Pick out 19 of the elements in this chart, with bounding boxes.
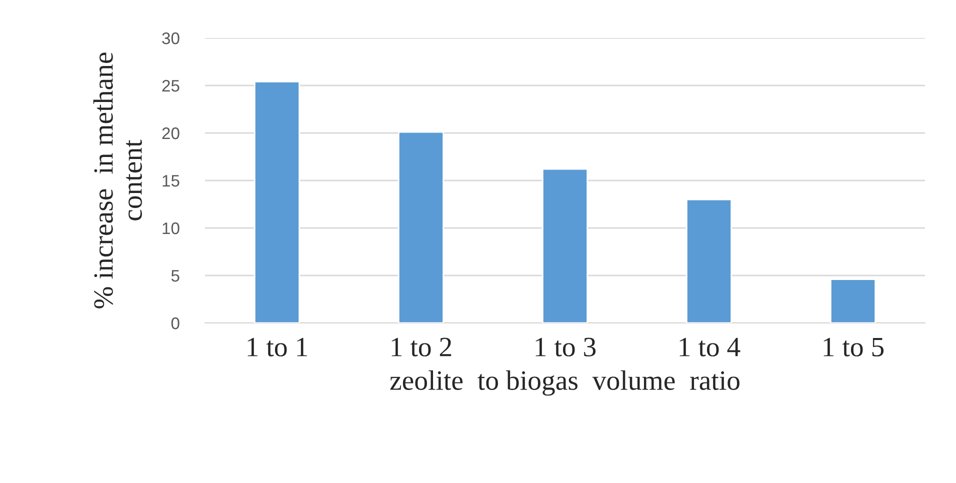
y-axis-title: % increase in methane content xyxy=(93,52,142,308)
bar xyxy=(830,278,876,323)
x-tick-label: 1 to 4 xyxy=(680,338,740,356)
y-tick-label: 10 xyxy=(162,222,180,234)
y-tick-label: 30 xyxy=(162,32,180,44)
y-tick-label: 5 xyxy=(171,270,180,282)
bar xyxy=(398,131,444,323)
y-tick-label: 25 xyxy=(162,80,180,92)
y-tick-label: 15 xyxy=(162,175,180,187)
y-tick-label: 20 xyxy=(162,127,180,140)
bar xyxy=(254,81,300,323)
x-tick-label: 1 to 3 xyxy=(536,338,596,356)
x-tick-label: 1 to 1 xyxy=(248,338,307,356)
x-tick-label: 1 to 5 xyxy=(824,338,884,356)
x-axis-title: zeolite to biogas volume ratio xyxy=(390,370,740,396)
bar xyxy=(686,198,732,323)
x-tick-label: 1 to 2 xyxy=(392,338,452,356)
y-tick-label: 0 xyxy=(171,317,180,330)
bar xyxy=(542,168,588,323)
